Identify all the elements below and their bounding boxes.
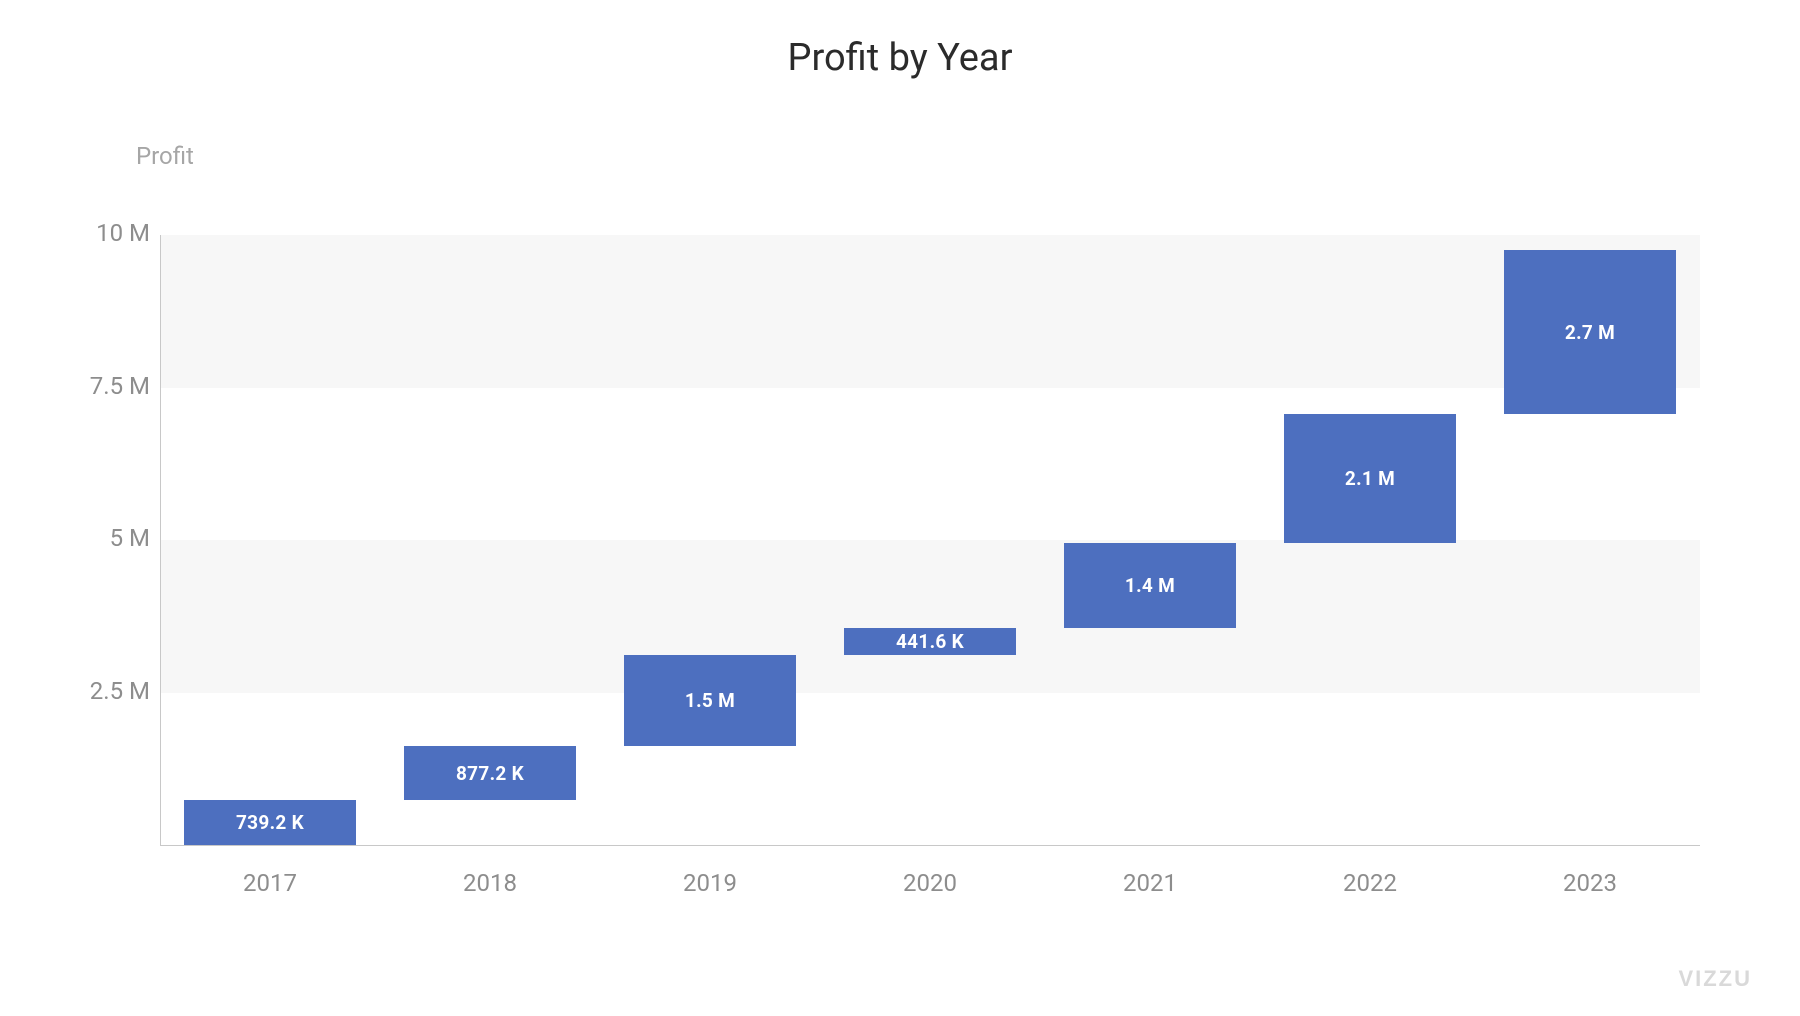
bar-value-label: 2.1 M <box>1284 467 1456 490</box>
bar-value-label: 1.5 M <box>624 689 796 712</box>
x-tick-label: 2020 <box>820 869 1040 897</box>
bar-value-label: 739.2 K <box>184 811 356 834</box>
bar-value-label: 877.2 K <box>404 762 576 785</box>
plot-area: 2.5 M5 M7.5 M10 M2017739.2 K2018877.2 K2… <box>160 235 1700 845</box>
x-tick-label: 2018 <box>380 869 600 897</box>
x-tick-label: 2017 <box>160 869 380 897</box>
watermark: VIZZU <box>1678 966 1752 992</box>
y-axis-line <box>160 235 161 845</box>
x-tick-label: 2023 <box>1480 869 1700 897</box>
chart-title: Profit by Year <box>0 36 1800 80</box>
x-axis-line <box>160 845 1700 846</box>
bar-value-label: 1.4 M <box>1064 574 1236 597</box>
bar[interactable]: 1.4 M <box>1064 543 1236 628</box>
y-tick-label: 7.5 M <box>60 372 150 400</box>
grid-band <box>160 540 1700 693</box>
y-tick-label: 2.5 M <box>60 677 150 705</box>
x-tick-label: 2022 <box>1260 869 1480 897</box>
bar[interactable]: 441.6 K <box>844 628 1016 655</box>
grid-band <box>160 235 1700 388</box>
y-tick-label: 5 M <box>60 524 150 552</box>
bar[interactable]: 1.5 M <box>624 655 796 747</box>
bar-value-label: 2.7 M <box>1504 321 1676 344</box>
bar-value-label: 441.6 K <box>844 630 1016 653</box>
bar[interactable]: 877.2 K <box>404 746 576 800</box>
y-tick-label: 10 M <box>60 219 150 247</box>
bar[interactable]: 2.7 M <box>1504 250 1676 415</box>
y-axis-label: Profit <box>136 142 194 170</box>
waterfall-chart: Profit by Year Profit 2.5 M5 M7.5 M10 M2… <box>0 0 1800 1016</box>
bar[interactable]: 2.1 M <box>1284 414 1456 542</box>
bar[interactable]: 739.2 K <box>184 800 356 845</box>
x-tick-label: 2021 <box>1040 869 1260 897</box>
x-tick-label: 2019 <box>600 869 820 897</box>
